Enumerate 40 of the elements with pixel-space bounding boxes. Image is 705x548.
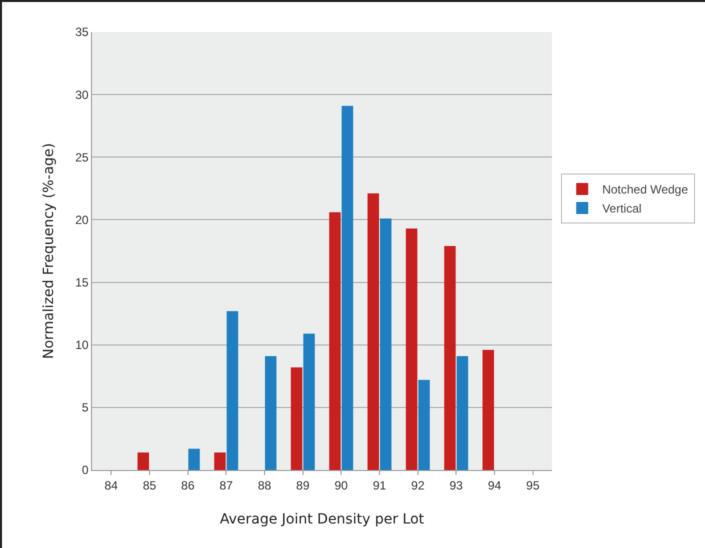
bar (368, 193, 380, 470)
bar (138, 452, 150, 470)
legend-label: Notched Wedge (602, 182, 688, 197)
bar (303, 334, 315, 470)
bar (418, 380, 430, 470)
y-axis-title: Normalized Frequency (%-age) (40, 143, 57, 359)
x-tick-label: 94 (488, 478, 502, 492)
x-tick-label: 90 (334, 478, 348, 492)
x-tick-label: 85 (142, 478, 156, 492)
x-tick-label: 84 (104, 478, 118, 492)
y-tick-label: 35 (75, 25, 89, 40)
x-tick-label: 89 (296, 478, 310, 492)
y-tick-label: 10 (75, 338, 89, 352)
y-tick-label: 0 (82, 463, 89, 478)
x-tick-label: 93 (449, 478, 464, 492)
bar (456, 356, 468, 470)
x-tick-label: 86 (181, 478, 195, 492)
bar (380, 218, 392, 470)
bar (226, 311, 238, 470)
bar (188, 448, 200, 470)
bar (214, 452, 226, 470)
bar (329, 212, 341, 470)
bar (264, 356, 276, 470)
x-tick-label: 88 (258, 478, 272, 492)
y-tick-label: 15 (75, 275, 89, 290)
y-tick-label: 20 (75, 212, 89, 227)
x-tick-label: 87 (219, 478, 234, 492)
legend-label: Vertical (602, 202, 642, 216)
x-tick-label: 95 (526, 478, 540, 492)
x-tick-label: 92 (411, 478, 425, 492)
y-tick-label: 5 (82, 400, 89, 415)
bar (482, 350, 494, 470)
x-tick-label: 91 (372, 478, 386, 492)
y-tick-label: 30 (75, 88, 89, 102)
bar (406, 228, 418, 470)
y-tick-label: 25 (75, 150, 89, 164)
bar (290, 367, 302, 470)
bar (342, 106, 354, 470)
bar (444, 246, 456, 470)
x-axis-title: Average Joint Density per Lot (220, 512, 425, 528)
